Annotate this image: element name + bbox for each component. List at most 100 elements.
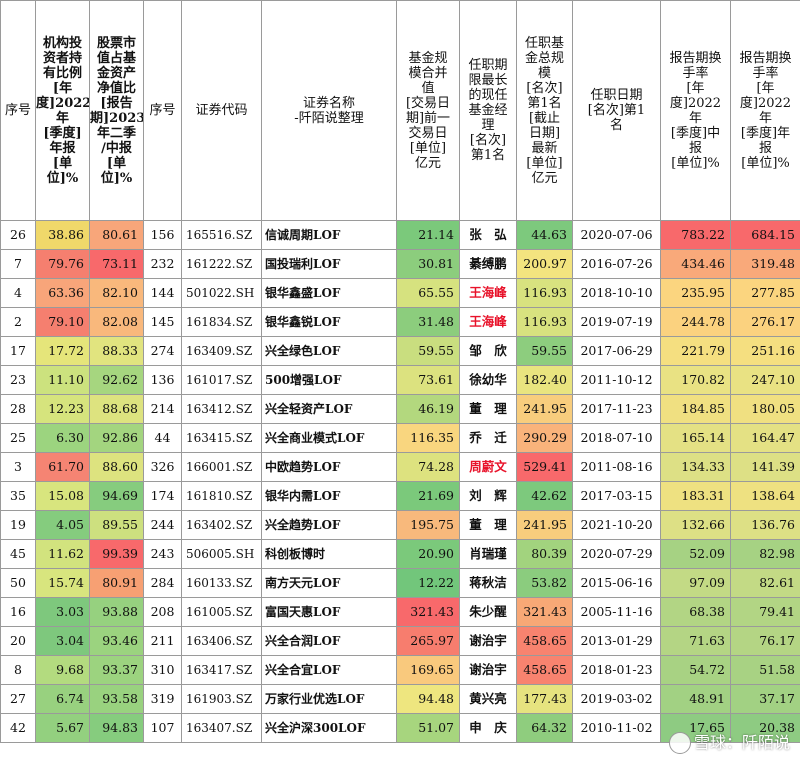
cell-manager: 周蔚文 — [459, 452, 517, 482]
cell-manager-scale: 458.65 — [516, 626, 573, 656]
cell-scale: 20.90 — [396, 539, 460, 569]
cell-seq2: 174 — [143, 481, 182, 511]
cell-inst-ratio: 38.86 — [35, 220, 90, 250]
cell-turnover-annual: 319.48 — [730, 249, 800, 279]
xueqiu-logo-icon — [668, 732, 691, 754]
cell-seq: 28 — [0, 394, 36, 424]
header-manager-scale: 任职基 金总规 模 [名次] 第1名 [截止 日期] 最新 [单位] 亿元 — [516, 0, 573, 221]
cell-manager: 黄兴亮 — [459, 684, 517, 714]
cell-turnover-annual: 164.47 — [730, 423, 800, 453]
cell-turnover-annual: 37.17 — [730, 684, 800, 714]
cell-manager: 谢治宇 — [459, 626, 517, 656]
cell-inst-ratio: 9.68 — [35, 655, 90, 685]
cell-date: 2019-07-19 — [572, 307, 661, 337]
cell-seq2: 214 — [143, 394, 182, 424]
table-row: 7 79.76 73.11 232 161222.SZ 国投瑞利LOF 30.81 綦缚鹏 20… — [0, 249, 800, 279]
cell-inst-ratio: 15.74 — [35, 568, 90, 598]
cell-manager: 邹 欣 — [459, 336, 517, 366]
cell-seq: 35 — [0, 481, 36, 511]
cell-scale: 30.81 — [396, 249, 460, 279]
header-manager: 任职期 限最长 的现任 基金经 理 [名次] 第1名 — [459, 0, 517, 221]
table-row: 3 61.70 88.60 326 166001.SZ 中欧趋势LOF 74.28 周蔚文 52… — [0, 452, 800, 482]
watermark: 雪球：阡陌说 — [668, 729, 790, 754]
cell-manager-scale: 42.62 — [516, 481, 573, 511]
cell-seq: 8 — [0, 655, 36, 685]
cell-turnover-mid: 434.46 — [660, 249, 731, 279]
cell-seq2: 232 — [143, 249, 182, 279]
cell-manager-scale: 80.39 — [516, 539, 573, 569]
header-turnover-mid: 报告期换 手率 [年 度]2022 年 [季度]中 报 [单位]% — [660, 0, 731, 221]
cell-name: 兴全沪深300LOF — [261, 713, 397, 743]
cell-seq: 45 — [0, 539, 36, 569]
cell-manager: 綦缚鹏 — [459, 249, 517, 279]
cell-turnover-mid: 68.38 — [660, 597, 731, 627]
cell-date: 2020-07-29 — [572, 539, 661, 569]
cell-name: 银华鑫盛LOF — [261, 278, 397, 308]
cell-inst-ratio: 17.72 — [35, 336, 90, 366]
cell-inst-ratio: 5.67 — [35, 713, 90, 743]
header-name: 证券名称 -阡陌说整理 — [261, 0, 397, 221]
cell-turnover-annual: 141.39 — [730, 452, 800, 482]
cell-inst-ratio: 12.23 — [35, 394, 90, 424]
table-row: 23 11.10 92.62 136 161017.SZ 500增强LOF 73.61 徐幼华… — [0, 365, 800, 395]
cell-manager: 徐幼华 — [459, 365, 517, 395]
cell-date: 2005-11-16 — [572, 597, 661, 627]
cell-scale: 59.55 — [396, 336, 460, 366]
cell-scale: 21.14 — [396, 220, 460, 250]
table-row: 50 15.74 80.91 284 160133.SZ 南方天元LOF 12.22 蒋秋洁 5… — [0, 568, 800, 598]
cell-stock-ratio: 80.91 — [89, 568, 144, 598]
cell-turnover-annual: 82.61 — [730, 568, 800, 598]
cell-scale: 73.61 — [396, 365, 460, 395]
cell-code: 506005.SH — [181, 539, 262, 569]
header-row: 序号 机构投 资者持 有比例 [年 度]2022 年 [季度] 年报 [单 位]… — [0, 0, 800, 221]
cell-seq: 26 — [0, 220, 36, 250]
header-seq: 序号 — [0, 0, 36, 221]
table-row: 28 12.23 88.68 214 163412.SZ 兴全轻资产LOF 46.19 董 理… — [0, 394, 800, 424]
cell-manager-scale: 182.40 — [516, 365, 573, 395]
cell-manager-scale: 64.32 — [516, 713, 573, 743]
cell-date: 2017-03-15 — [572, 481, 661, 511]
cell-seq: 17 — [0, 336, 36, 366]
cell-date: 2021-10-20 — [572, 510, 661, 540]
cell-seq: 7 — [0, 249, 36, 279]
cell-seq: 2 — [0, 307, 36, 337]
cell-inst-ratio: 4.05 — [35, 510, 90, 540]
cell-manager-scale: 177.43 — [516, 684, 573, 714]
cell-turnover-mid: 783.22 — [660, 220, 731, 250]
cell-scale: 116.35 — [396, 423, 460, 453]
cell-code: 161222.SZ — [181, 249, 262, 279]
cell-date: 2015-06-16 — [572, 568, 661, 598]
cell-date: 2017-11-23 — [572, 394, 661, 424]
table-row: 2 79.10 82.08 145 161834.SZ 银华鑫锐LOF 31.48 王海峰 11… — [0, 307, 800, 337]
cell-seq2: 44 — [143, 423, 182, 453]
cell-turnover-mid: 97.09 — [660, 568, 731, 598]
table-row: 45 11.62 99.39 243 506005.SH 科创板博时 20.90 肖瑞瑾 80.… — [0, 539, 800, 569]
cell-manager-scale: 116.93 — [516, 307, 573, 337]
header-turnover-annual: 报告期换 手率 [年 度]2022 年 [季度]年 报 [单位]% — [730, 0, 800, 221]
cell-manager-scale: 290.29 — [516, 423, 573, 453]
cell-turnover-mid: 165.14 — [660, 423, 731, 453]
cell-manager-scale: 59.55 — [516, 336, 573, 366]
cell-seq2: 136 — [143, 365, 182, 395]
cell-turnover-mid: 183.31 — [660, 481, 731, 511]
cell-manager: 张 弘 — [459, 220, 517, 250]
cell-manager: 董 理 — [459, 394, 517, 424]
cell-manager: 王海峰 — [459, 278, 517, 308]
cell-seq2: 274 — [143, 336, 182, 366]
header-code: 证券代码 — [181, 0, 262, 221]
cell-scale: 94.48 — [396, 684, 460, 714]
cell-stock-ratio: 92.62 — [89, 365, 144, 395]
cell-turnover-annual: 20.38 — [730, 713, 800, 743]
cell-code: 163407.SZ — [181, 713, 262, 743]
cell-manager-scale: 241.95 — [516, 394, 573, 424]
cell-stock-ratio: 94.83 — [89, 713, 144, 743]
cell-code: 163415.SZ — [181, 423, 262, 453]
cell-seq2: 284 — [143, 568, 182, 598]
header-seq2: 序号 — [143, 0, 182, 221]
cell-seq2: 144 — [143, 278, 182, 308]
cell-seq2: 211 — [143, 626, 182, 656]
cell-seq: 3 — [0, 452, 36, 482]
